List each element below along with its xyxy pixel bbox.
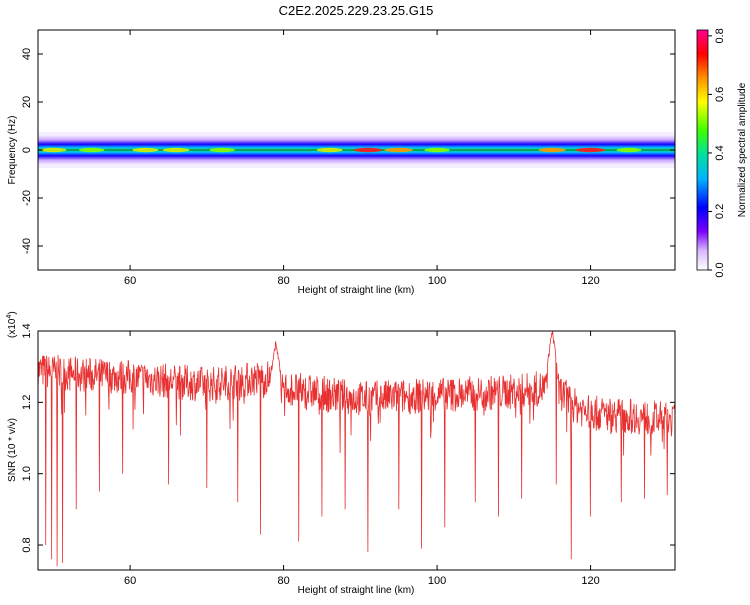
heatmap-y-tick-label: 0 [21,147,33,153]
snr-x-tick-label: 80 [277,575,289,587]
heatmap-y-tick-label: 40 [21,48,33,60]
snr-x-tick-label: 120 [581,575,599,587]
colorbar-tick-label: 0.4 [714,145,726,160]
snr-frame [37,330,676,571]
heatmap-hotspot [79,147,105,153]
heatmap-hotspot [616,147,642,153]
snr-y-tick-label: 1.0 [21,466,33,481]
heatmap-hotspot [209,147,235,153]
heatmap-hotspot [162,147,190,153]
heatmap-hotspot [538,147,566,153]
heatmap-y-ticks: -40 -20 0 20 40 [21,48,675,254]
snr-y-ticks: 0.8 1.0 1.2 1.4 [21,323,675,553]
snr-y-tick-label: 1.2 [21,395,33,410]
heatmap-x-tick-label: 80 [277,275,289,287]
chart-title: C2E2.2025.229.23.25.G15 [279,3,434,18]
heatmap-x-tick-label: 60 [124,275,136,287]
snr-panel: 60 80 100 120 0.8 1.0 1.2 1.4 Height of straig… [6,311,676,596]
colorbar-gradient [696,29,709,271]
heatmap-panel: 60 80 100 120 -40 -20 0 20 40 Height of straigh… [7,29,676,296]
heatmap-y-tick-label: -40 [21,238,33,254]
heatmap-x-axis-label: Height of straight line (km) [298,285,415,296]
colorbar-tick-label: 0.2 [714,204,726,219]
heatmap-hotspot [132,147,159,153]
snr-y-tick-label: 1.4 [21,323,33,338]
snr-series-line [38,331,675,567]
heatmap-x-tick-label: 120 [581,275,599,287]
colorbar-tick-label: 0.0 [714,262,726,277]
heatmap-y-tick-label: -20 [21,190,33,206]
heatmap-hotspot [316,147,343,153]
heatmap-x-tick-label: 100 [428,275,446,287]
heatmap-y-axis-label: Frequency (Hz) [7,116,18,185]
heatmap-hotspot [384,147,413,153]
heatmap-y-tick-label: 20 [21,96,33,108]
colorbar-tick-label: 0.6 [714,87,726,102]
snr-y-multiplier-exp: 4 [6,315,13,319]
colorbar-tick-label: 0.8 [714,28,726,43]
snr-x-ticks: 60 80 100 120 [124,331,600,587]
snr-y-axis-label: SNR (10 * v/v) [7,418,18,482]
heatmap-band [38,132,675,168]
svg-text:(x104): (x104) [6,311,18,338]
snr-x-tick-label: 100 [428,575,446,587]
heatmap-x-ticks: 60 80 100 120 [124,30,600,287]
colorbar: 0.0 0.2 0.4 0.6 0.8 Normalized spectral ampl… [696,28,748,278]
snr-x-tick-label: 60 [124,575,136,587]
heatmap-hotspot [424,147,450,153]
snr-y-multiplier: (x104) [6,311,18,338]
snr-y-tick-label: 0.8 [21,537,33,552]
heatmap-hotspot [40,147,67,153]
heatmap-hotspot [575,147,606,153]
snr-y-multiplier-base: (x10 [7,318,18,338]
colorbar-ticks: 0.0 0.2 0.4 0.6 0.8 [708,28,726,278]
snr-x-axis-label: Height of straight line (km) [298,585,415,596]
colorbar-label: Normalized spectral amplitude [737,82,748,217]
heatmap-hotspot [353,147,383,153]
